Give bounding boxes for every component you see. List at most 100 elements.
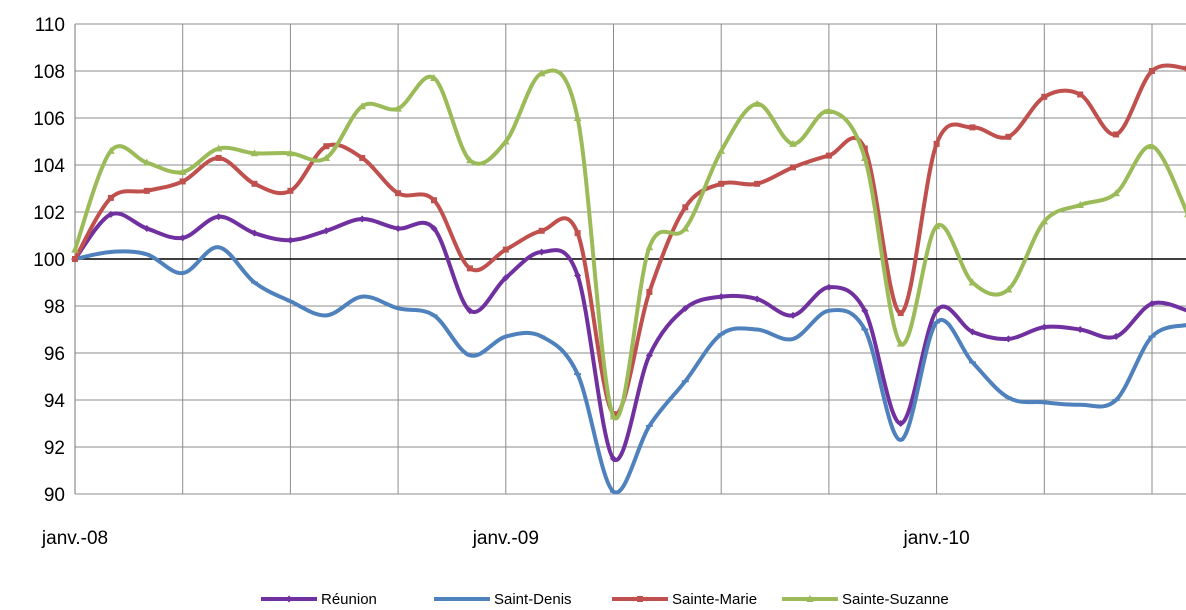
series-sainte-marie bbox=[72, 63, 1186, 418]
data-point bbox=[358, 295, 366, 298]
data-point bbox=[71, 245, 79, 253]
series-line bbox=[73, 211, 1186, 462]
data-point bbox=[323, 143, 330, 150]
data-point bbox=[574, 271, 582, 279]
series-lines bbox=[71, 63, 1186, 495]
series-line bbox=[73, 63, 1186, 417]
y-axis-tick-labels: 90 92 94 96 98 100 102 104 106 108 110 bbox=[33, 15, 65, 506]
data-point bbox=[538, 227, 545, 234]
data-point bbox=[1184, 65, 1186, 72]
data-point bbox=[717, 333, 725, 336]
data-point bbox=[933, 140, 940, 147]
data-point bbox=[502, 335, 510, 338]
data-point bbox=[251, 281, 258, 284]
data-point bbox=[825, 283, 833, 291]
y-tick-label: 100 bbox=[33, 250, 65, 271]
data-point bbox=[179, 234, 187, 242]
data-point bbox=[1112, 189, 1120, 197]
data-point bbox=[322, 153, 331, 161]
data-point bbox=[1076, 326, 1084, 333]
data-point bbox=[538, 248, 546, 256]
data-point bbox=[394, 104, 402, 112]
data-point bbox=[1113, 131, 1120, 138]
data-point bbox=[1040, 217, 1049, 225]
data-point bbox=[502, 246, 509, 253]
data-point bbox=[610, 455, 617, 463]
data-point bbox=[358, 102, 366, 110]
legend-item: Sainte-Marie bbox=[612, 591, 757, 608]
legend-item: Réunion bbox=[261, 591, 377, 608]
data-point bbox=[359, 154, 366, 161]
data-point bbox=[502, 274, 510, 282]
y-tick-label: 94 bbox=[44, 391, 66, 412]
data-point bbox=[645, 424, 653, 427]
data-point bbox=[1112, 399, 1120, 401]
data-point bbox=[717, 293, 725, 301]
data-point bbox=[825, 106, 833, 114]
data-point bbox=[897, 438, 905, 441]
data-point bbox=[143, 187, 150, 194]
data-point bbox=[609, 412, 618, 420]
y-tick-label: 92 bbox=[44, 438, 65, 459]
data-point bbox=[1004, 285, 1013, 293]
y-tick-label: 96 bbox=[44, 344, 65, 365]
series-sainte-suzanne bbox=[71, 68, 1186, 421]
data-point bbox=[466, 354, 474, 357]
data-point bbox=[72, 256, 78, 262]
y-tick-label: 110 bbox=[35, 15, 65, 36]
data-point bbox=[753, 295, 761, 303]
data-point bbox=[933, 321, 941, 324]
data-point bbox=[1077, 91, 1084, 98]
data-point bbox=[718, 180, 725, 187]
data-point bbox=[179, 178, 186, 185]
data-point bbox=[287, 187, 294, 194]
data-point bbox=[286, 300, 294, 303]
data-point bbox=[681, 224, 690, 232]
data-point bbox=[1148, 142, 1156, 150]
data-point bbox=[430, 224, 438, 232]
data-point bbox=[573, 114, 582, 121]
data-point bbox=[143, 158, 151, 166]
data-point bbox=[358, 215, 366, 223]
data-point bbox=[466, 265, 473, 272]
legend: Réunion Saint-Denis Sainte-Marie Sainte-Suz… bbox=[261, 591, 949, 608]
data-point bbox=[754, 180, 761, 187]
data-point bbox=[969, 361, 976, 364]
data-point bbox=[861, 328, 869, 331]
legend-label: Sainte-Suzanne bbox=[842, 591, 949, 608]
data-point bbox=[897, 310, 904, 317]
data-point bbox=[107, 146, 115, 154]
data-point bbox=[753, 99, 761, 107]
legend-label: Réunion bbox=[321, 591, 377, 608]
data-point bbox=[143, 224, 151, 232]
data-point bbox=[1148, 335, 1156, 338]
data-point bbox=[1149, 68, 1155, 74]
legend-item: Saint-Denis bbox=[434, 591, 572, 608]
data-point bbox=[645, 351, 653, 359]
data-point bbox=[143, 253, 151, 256]
data-point bbox=[286, 236, 294, 244]
data-point bbox=[969, 328, 976, 336]
data-point bbox=[789, 337, 797, 340]
data-point bbox=[251, 180, 258, 187]
x-tick-label: janv.-09 bbox=[472, 528, 539, 549]
legend-marker bbox=[285, 595, 293, 603]
data-point bbox=[1004, 396, 1012, 399]
legend-marker bbox=[637, 596, 643, 602]
x-axis-tick-labels: janv.-08 janv.-09 janv.-10 bbox=[41, 528, 970, 549]
data-point bbox=[286, 149, 295, 157]
data-point bbox=[933, 307, 941, 315]
data-point bbox=[431, 197, 437, 204]
y-tick-label: 98 bbox=[44, 297, 65, 318]
data-point bbox=[1148, 300, 1156, 308]
data-point bbox=[1005, 133, 1012, 140]
data-point bbox=[538, 335, 546, 338]
data-point bbox=[790, 164, 796, 171]
data-point bbox=[1112, 333, 1120, 341]
data-point bbox=[753, 328, 761, 331]
data-point bbox=[395, 190, 402, 197]
data-point bbox=[215, 154, 222, 161]
data-point bbox=[466, 307, 474, 315]
